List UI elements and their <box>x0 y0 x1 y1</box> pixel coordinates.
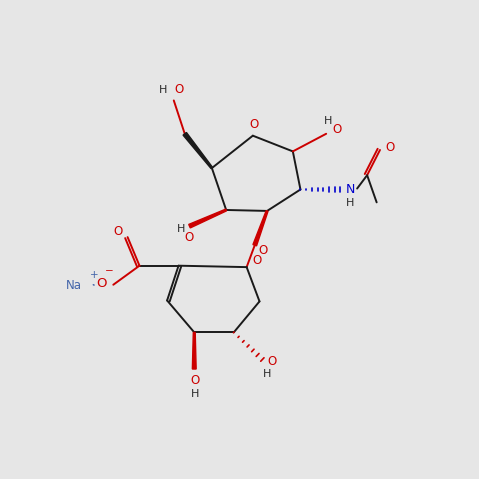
Polygon shape <box>189 209 227 228</box>
Text: O: O <box>185 231 194 244</box>
Text: H: H <box>159 85 168 95</box>
Text: O: O <box>267 355 276 368</box>
Text: H: H <box>177 224 185 234</box>
Text: −: − <box>105 266 114 276</box>
Text: H: H <box>346 198 354 208</box>
Text: O: O <box>252 254 262 267</box>
Text: O: O <box>259 244 268 257</box>
Text: O: O <box>249 118 258 131</box>
Text: O: O <box>386 141 395 154</box>
Polygon shape <box>193 332 196 369</box>
Polygon shape <box>183 133 213 169</box>
Text: Na: Na <box>66 279 82 292</box>
Polygon shape <box>253 211 268 246</box>
Text: O: O <box>96 277 107 290</box>
Text: O: O <box>114 225 123 238</box>
Text: N: N <box>345 183 354 196</box>
Text: O: O <box>174 83 183 96</box>
Text: H: H <box>191 389 199 399</box>
Text: H: H <box>324 116 333 126</box>
Text: O: O <box>191 375 200 388</box>
Text: +: + <box>91 270 99 280</box>
Text: O: O <box>332 124 341 137</box>
Text: H: H <box>263 369 271 379</box>
